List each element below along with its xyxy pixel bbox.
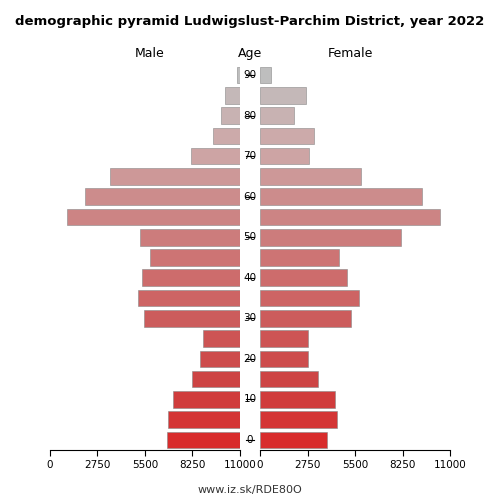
Bar	[260, 310, 350, 326]
Bar	[68, 208, 240, 226]
Bar	[226, 87, 240, 104]
Bar	[260, 270, 347, 286]
Text: 90: 90	[244, 70, 256, 80]
Bar	[260, 148, 309, 164]
Bar	[140, 229, 240, 246]
Bar	[144, 310, 240, 326]
Bar	[260, 87, 306, 104]
Bar	[192, 371, 240, 388]
Bar	[166, 432, 240, 448]
Bar	[260, 290, 360, 306]
Bar	[260, 412, 337, 428]
Bar	[142, 270, 240, 286]
Bar	[174, 391, 240, 407]
Bar	[260, 350, 308, 367]
Text: Male: Male	[135, 47, 165, 60]
Bar	[260, 330, 308, 347]
Text: 80: 80	[244, 110, 256, 120]
Text: 50: 50	[244, 232, 256, 242]
Text: 40: 40	[244, 273, 256, 283]
Bar	[200, 350, 240, 367]
Bar	[138, 290, 240, 306]
Bar	[191, 148, 240, 164]
Bar	[260, 391, 335, 407]
Bar	[236, 67, 240, 84]
Bar	[203, 330, 240, 347]
Text: 10: 10	[244, 394, 256, 404]
Bar	[84, 188, 240, 205]
Text: 30: 30	[244, 314, 256, 324]
Bar	[260, 108, 294, 124]
Bar	[110, 168, 240, 185]
Bar	[168, 412, 240, 428]
Bar	[260, 432, 328, 448]
Bar	[260, 168, 361, 185]
Bar	[260, 188, 422, 205]
Bar	[260, 128, 314, 144]
Bar	[260, 67, 271, 84]
Bar	[260, 371, 318, 388]
Text: Age: Age	[238, 47, 262, 60]
Bar	[221, 108, 240, 124]
Text: 60: 60	[244, 192, 256, 202]
Text: www.iz.sk/RDE80O: www.iz.sk/RDE80O	[198, 485, 302, 495]
Text: 20: 20	[244, 354, 256, 364]
Text: 70: 70	[244, 151, 256, 161]
Bar	[260, 208, 440, 226]
Bar	[213, 128, 240, 144]
Bar	[150, 249, 240, 266]
Text: 0: 0	[247, 435, 254, 445]
Text: demographic pyramid Ludwigslust-Parchim District, year 2022: demographic pyramid Ludwigslust-Parchim …	[16, 15, 484, 28]
Bar	[260, 249, 338, 266]
Text: Female: Female	[328, 47, 372, 60]
Bar	[260, 229, 401, 246]
